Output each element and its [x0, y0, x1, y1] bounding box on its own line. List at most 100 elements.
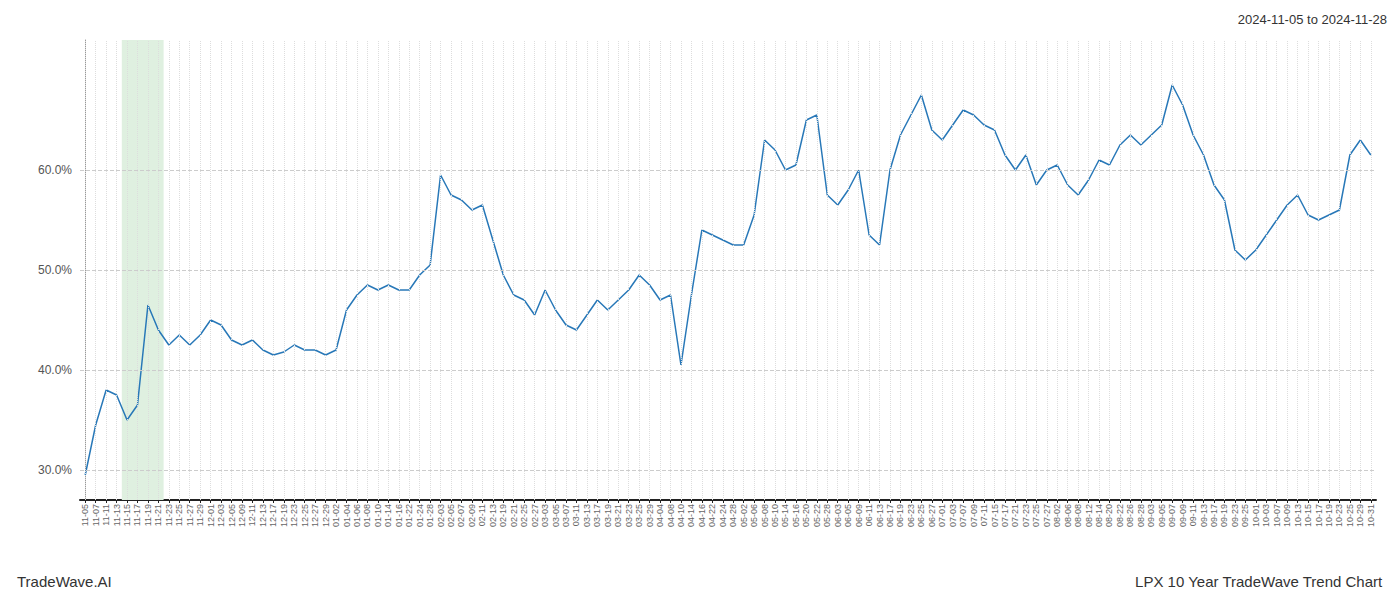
svg-text:04-10: 04-10: [676, 504, 686, 527]
svg-text:05-10: 05-10: [770, 504, 780, 527]
svg-text:03-13: 03-13: [582, 504, 592, 527]
svg-text:12-09: 12-09: [237, 504, 247, 527]
svg-text:08-22: 08-22: [1115, 504, 1125, 527]
svg-text:60.0%: 60.0%: [38, 163, 72, 177]
svg-text:03-19: 03-19: [603, 504, 613, 527]
svg-text:11-23: 11-23: [164, 504, 174, 526]
svg-text:10-19: 10-19: [1324, 504, 1334, 527]
svg-text:10-15: 10-15: [1303, 504, 1313, 527]
svg-text:04-16: 04-16: [697, 504, 707, 527]
svg-text:06-23: 06-23: [906, 504, 916, 527]
svg-text:09-03: 09-03: [1146, 504, 1156, 527]
svg-text:30.0%: 30.0%: [38, 463, 72, 477]
svg-text:04-14: 04-14: [686, 504, 696, 527]
svg-text:02-25: 02-25: [519, 504, 529, 527]
svg-text:12-11: 12-11: [247, 504, 257, 526]
svg-text:09-23: 09-23: [1230, 504, 1240, 527]
svg-text:05-16: 05-16: [791, 504, 801, 527]
svg-text:05-14: 05-14: [780, 504, 790, 527]
svg-text:01-06: 01-06: [352, 504, 362, 527]
svg-text:05-22: 05-22: [812, 504, 822, 527]
svg-text:11-13: 11-13: [112, 504, 122, 526]
svg-text:10-31: 10-31: [1366, 504, 1376, 527]
svg-text:03-11: 03-11: [571, 504, 581, 526]
svg-text:10-17: 10-17: [1314, 504, 1324, 527]
svg-text:06-17: 06-17: [885, 504, 895, 527]
svg-text:09-05: 09-05: [1157, 504, 1167, 527]
svg-text:03-23: 03-23: [624, 504, 634, 527]
svg-text:50.0%: 50.0%: [38, 263, 72, 277]
svg-text:07-09: 07-09: [969, 504, 979, 527]
svg-text:05-28: 05-28: [822, 504, 832, 527]
svg-text:12-03: 12-03: [216, 504, 226, 527]
svg-text:09-07: 09-07: [1167, 504, 1177, 527]
svg-text:04-04: 04-04: [655, 504, 665, 527]
svg-text:06-25: 06-25: [916, 504, 926, 527]
svg-text:02-21: 02-21: [509, 504, 519, 527]
svg-text:10-25: 10-25: [1345, 504, 1355, 527]
svg-text:2024-11-05 to 2024-11-28: 2024-11-05 to 2024-11-28: [1238, 12, 1387, 27]
svg-text:09-25: 09-25: [1240, 504, 1250, 527]
svg-text:12-19: 12-19: [279, 504, 289, 527]
svg-text:07-01: 07-01: [937, 504, 947, 527]
svg-text:11-25: 11-25: [174, 504, 184, 526]
svg-text:08-06: 08-06: [1063, 504, 1073, 527]
svg-text:06-03: 06-03: [833, 504, 843, 527]
svg-text:09-13: 09-13: [1199, 504, 1209, 527]
svg-text:03-29: 03-29: [645, 504, 655, 527]
svg-text:07-03: 07-03: [948, 504, 958, 527]
svg-text:05-06: 05-06: [749, 504, 759, 527]
svg-text:11-05: 11-05: [80, 504, 90, 526]
svg-text:04-28: 04-28: [728, 504, 738, 527]
svg-text:10-01: 10-01: [1251, 504, 1261, 527]
svg-text:08-08: 08-08: [1073, 504, 1083, 527]
svg-text:01-14: 01-14: [383, 504, 393, 527]
svg-text:10-23: 10-23: [1334, 504, 1344, 527]
svg-text:08-12: 08-12: [1084, 504, 1094, 527]
svg-text:03-07: 03-07: [561, 504, 571, 527]
svg-text:09-11: 09-11: [1188, 504, 1198, 526]
svg-text:10-03: 10-03: [1261, 504, 1271, 527]
svg-text:01-04: 01-04: [342, 504, 352, 527]
svg-text:12-27: 12-27: [310, 504, 320, 527]
svg-text:02-19: 02-19: [498, 504, 508, 527]
svg-text:04-24: 04-24: [718, 504, 728, 527]
svg-text:12-05: 12-05: [227, 504, 237, 527]
svg-text:12-17: 12-17: [268, 504, 278, 527]
svg-text:04-22: 04-22: [707, 504, 717, 527]
svg-text:09-19: 09-19: [1219, 504, 1229, 527]
svg-text:03-03: 03-03: [540, 504, 550, 527]
svg-text:12-01: 12-01: [206, 504, 216, 527]
svg-text:08-28: 08-28: [1136, 504, 1146, 527]
svg-text:11-15: 11-15: [122, 504, 132, 526]
svg-text:01-28: 01-28: [425, 504, 435, 527]
svg-text:01-22: 01-22: [404, 504, 414, 527]
svg-text:01-08: 01-08: [362, 504, 372, 527]
svg-text:08-02: 08-02: [1052, 504, 1062, 527]
svg-text:02-03: 02-03: [436, 504, 446, 527]
svg-text:10-13: 10-13: [1293, 504, 1303, 527]
svg-text:12-29: 12-29: [321, 504, 331, 527]
svg-text:05-20: 05-20: [801, 504, 811, 527]
svg-text:07-17: 07-17: [1000, 504, 1010, 527]
svg-text:11-21: 11-21: [153, 504, 163, 526]
svg-text:09-09: 09-09: [1178, 504, 1188, 527]
svg-text:01-02: 01-02: [331, 504, 341, 527]
svg-text:06-13: 06-13: [875, 504, 885, 527]
svg-text:10-29: 10-29: [1355, 504, 1365, 527]
svg-text:01-24: 01-24: [415, 504, 425, 527]
svg-text:10-07: 10-07: [1272, 504, 1282, 527]
svg-text:02-05: 02-05: [446, 504, 456, 527]
svg-text:01-16: 01-16: [394, 504, 404, 527]
svg-text:07-23: 07-23: [1021, 504, 1031, 527]
svg-text:03-21: 03-21: [613, 504, 623, 527]
svg-text:07-21: 07-21: [1010, 504, 1020, 527]
svg-text:06-09: 06-09: [854, 504, 864, 527]
svg-text:11-29: 11-29: [195, 504, 205, 526]
svg-text:02-07: 02-07: [456, 504, 466, 527]
svg-text:07-25: 07-25: [1031, 504, 1041, 527]
svg-text:09-17: 09-17: [1209, 504, 1219, 527]
svg-text:12-13: 12-13: [258, 504, 268, 527]
svg-text:07-15: 07-15: [990, 504, 1000, 527]
svg-text:06-11: 06-11: [864, 504, 874, 526]
